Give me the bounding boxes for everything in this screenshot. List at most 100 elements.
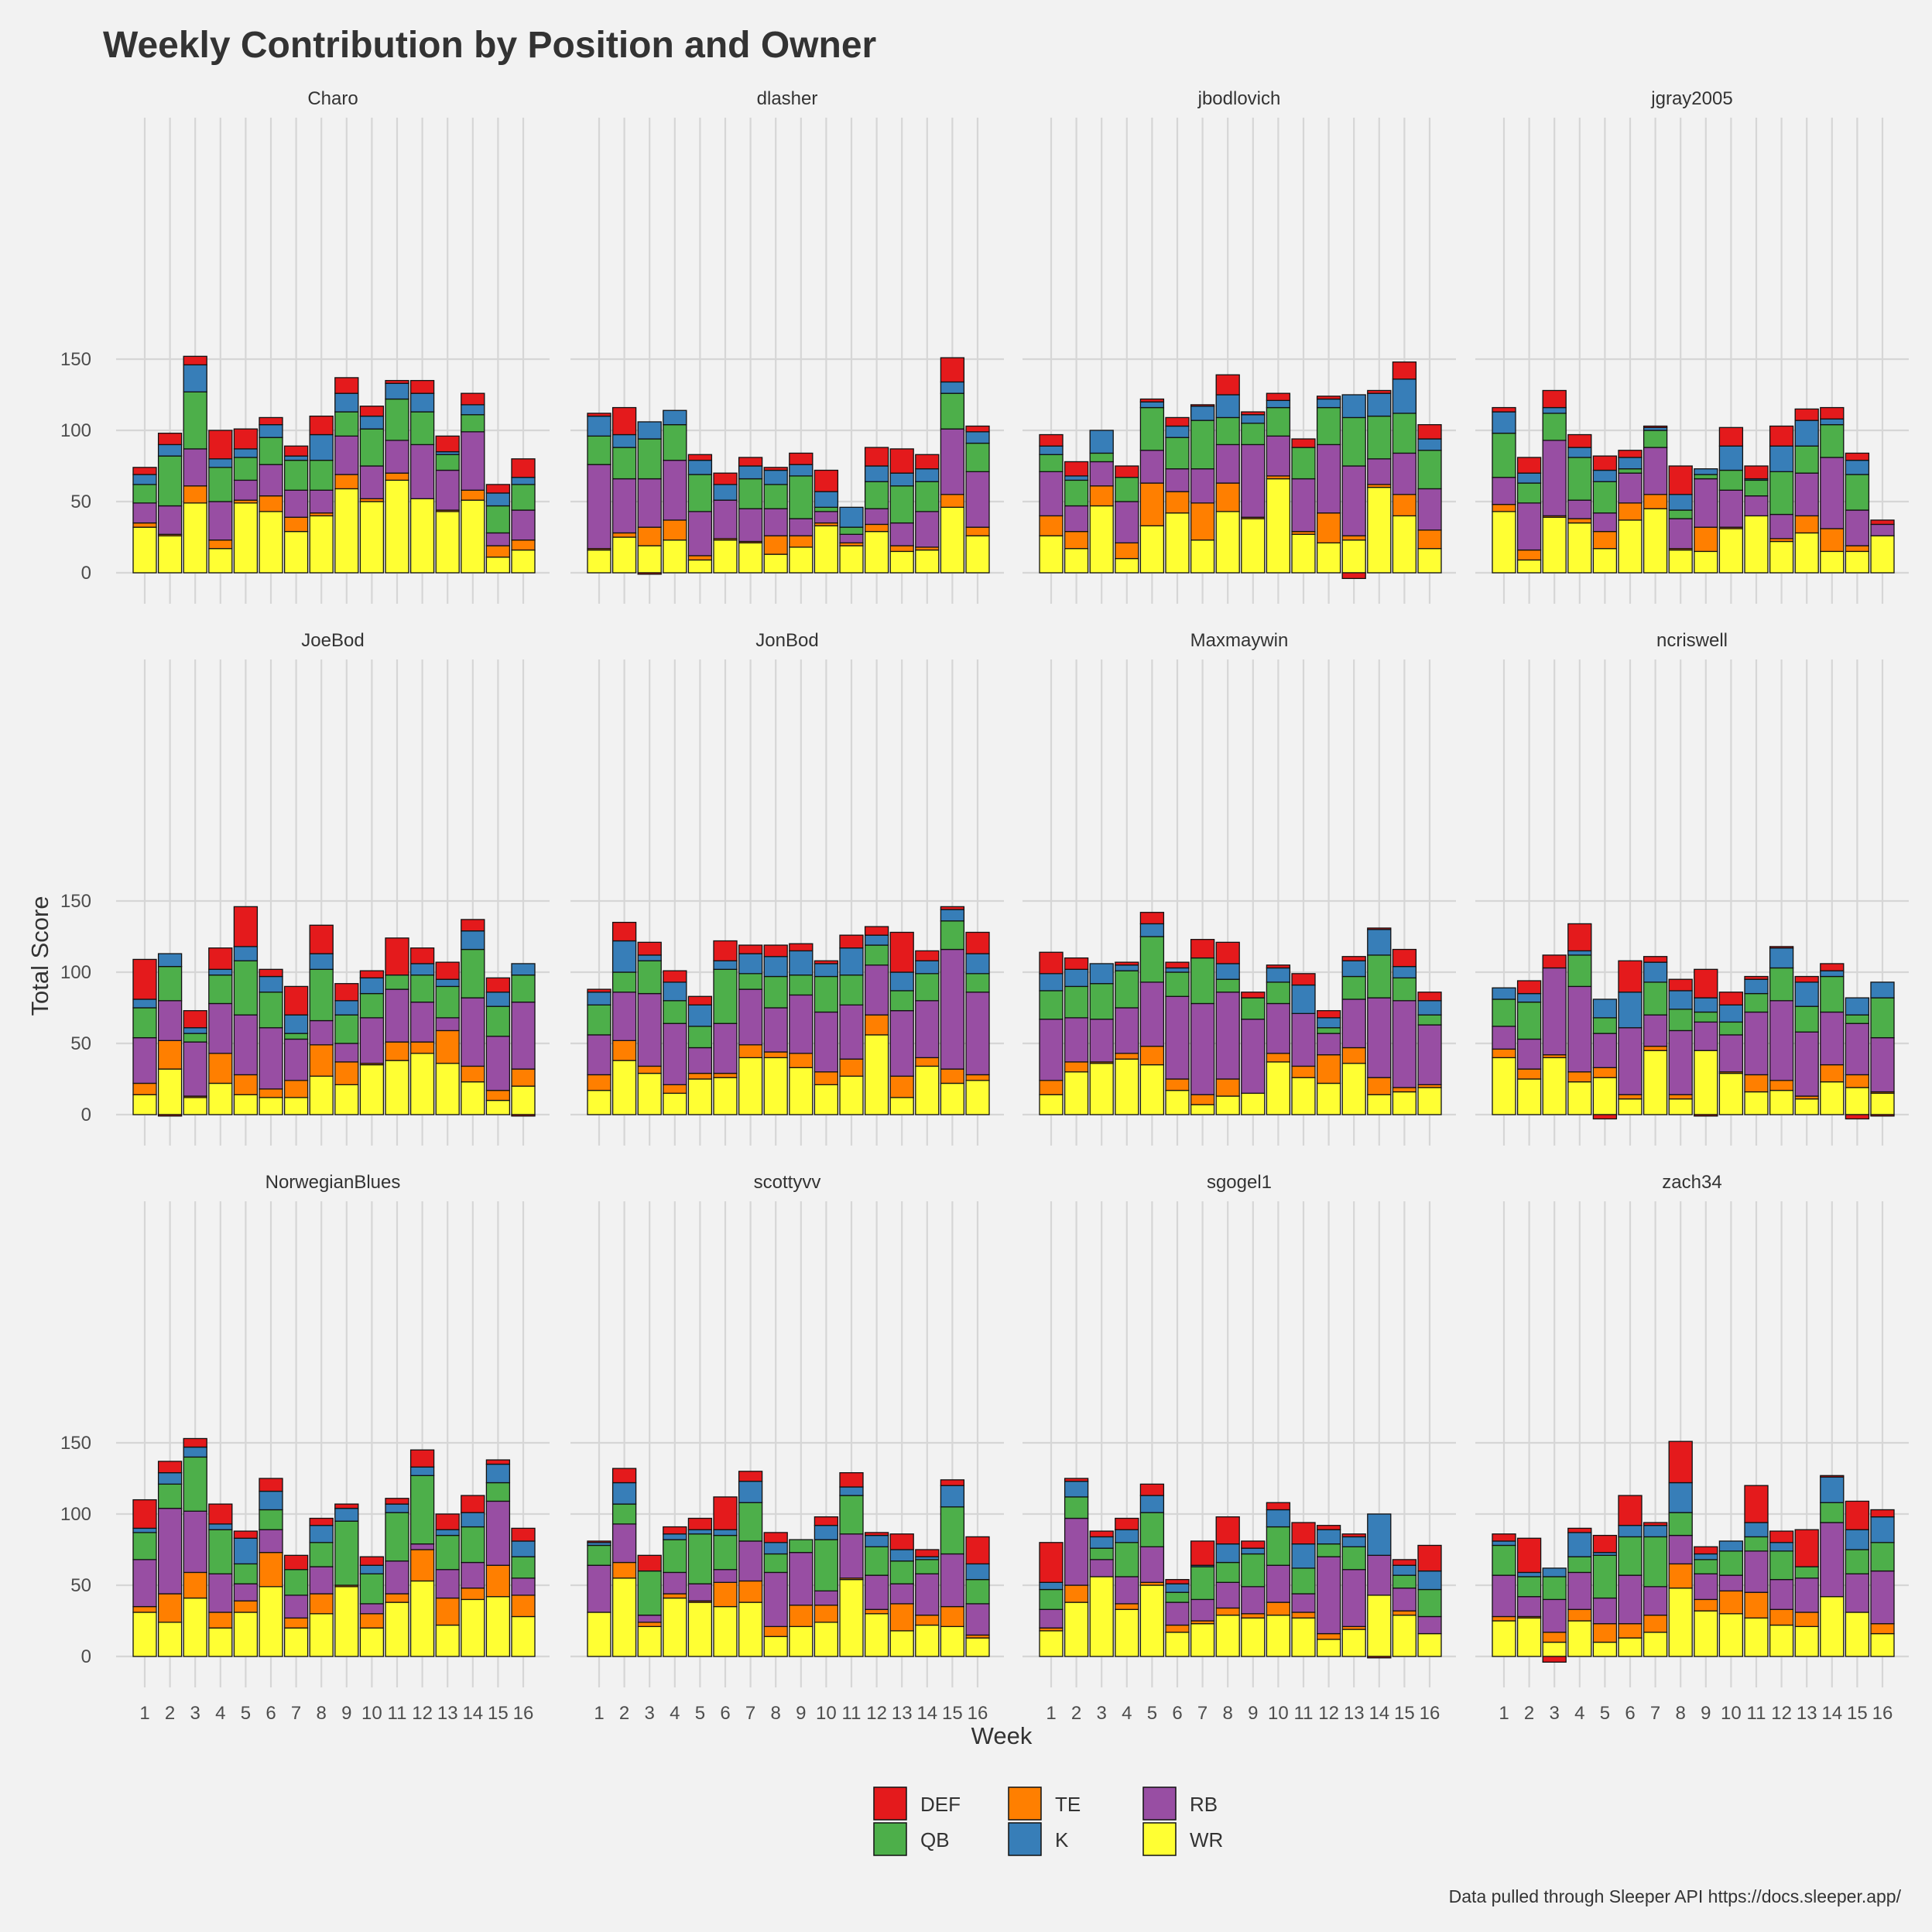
bar-segment-k	[637, 954, 662, 961]
bar-segment-qb	[157, 965, 183, 1002]
bar-segment-qb	[1845, 1014, 1870, 1024]
bar-segment-wr	[1341, 540, 1366, 574]
bar-segment-te	[385, 1041, 409, 1061]
facet-panel: JoeBod 0 50 100 150	[60, 630, 550, 1146]
bar-segment-rb	[1039, 471, 1064, 517]
bar-segment-qb	[1039, 1588, 1064, 1610]
bar-segment-k	[839, 1486, 864, 1496]
bar-segment-qb	[511, 1556, 536, 1579]
bar-segment-wr	[1241, 1092, 1266, 1115]
x-tick-label: 3	[1550, 1703, 1560, 1724]
bar-segment-k	[814, 963, 839, 978]
bar-segment-te	[1668, 1094, 1693, 1100]
bar-segment-qb	[1870, 1542, 1895, 1572]
bar-segment-wr	[1291, 533, 1316, 574]
bar-segment-te	[1316, 1632, 1341, 1640]
bar-segment-rb	[637, 1614, 662, 1623]
bar-segment-qb	[687, 474, 713, 512]
bar-segment-def	[1794, 1529, 1819, 1567]
x-tick-label: 1	[139, 1703, 149, 1724]
bar-segment-wr	[1567, 522, 1592, 574]
bar-segment-k	[511, 1540, 536, 1557]
bar-segment-k	[409, 1466, 435, 1476]
x-tick-label: 13	[437, 1703, 458, 1724]
bar-segment-qb	[1668, 1512, 1693, 1536]
bar-segment-wr	[359, 1627, 385, 1657]
x-tick-label: 2	[1071, 1703, 1081, 1724]
bar-segment-k	[663, 409, 687, 426]
bar-segment-wr	[763, 553, 788, 574]
x-tick-label: 9	[1248, 1703, 1258, 1724]
bar-segment-def	[1165, 1578, 1190, 1584]
x-tick-label: 6	[1625, 1703, 1635, 1724]
x-tick-label: 16	[1872, 1703, 1893, 1724]
bar-segment-wr	[1291, 1077, 1316, 1115]
bar-segment-def	[814, 960, 839, 964]
bar-segment-rb	[1592, 512, 1618, 533]
bar-segment-qb	[1089, 1547, 1114, 1560]
bar-segment-wr	[334, 1084, 359, 1115]
bar-segment-def-negative	[1341, 572, 1366, 580]
bar-segment-qb	[763, 484, 788, 509]
bar-segment-te	[611, 1561, 637, 1579]
bar-segment-rb	[1592, 1597, 1618, 1625]
bar-segment-rb	[385, 1560, 409, 1595]
bar-segment-te	[1744, 1591, 1769, 1619]
bar-segment-wr	[1542, 516, 1567, 574]
bar-segment-def	[233, 906, 259, 947]
bar-segment-qb	[435, 1534, 460, 1571]
bar-segment-def	[864, 447, 889, 467]
bar-segment-te	[1542, 1632, 1567, 1643]
bar-segment-qb	[611, 1503, 637, 1525]
bar-segment-qb	[1567, 1556, 1592, 1574]
x-tick-label: 10	[816, 1703, 837, 1724]
bar-segment-k	[1089, 430, 1114, 454]
bar-segment-te	[889, 1603, 914, 1632]
bar-segment-te	[1190, 1094, 1215, 1105]
bar-segment-def	[1592, 455, 1618, 471]
bar-segment-rb	[1316, 1556, 1341, 1635]
bar-segment-wr	[915, 1624, 940, 1657]
bar-segment-qb	[283, 1569, 309, 1596]
bar-segment-wr	[359, 501, 385, 574]
bar-segment-def	[1492, 1533, 1516, 1542]
bar-segment-qb	[157, 1483, 183, 1509]
bar-segment-k	[1769, 947, 1794, 969]
bar-segment-wr	[587, 1612, 611, 1657]
bar-segment-qb	[1769, 1550, 1794, 1581]
bar-segment-te	[1718, 1590, 1744, 1615]
bar-segment-k	[1064, 968, 1089, 988]
bar-segment-qb	[132, 1532, 157, 1560]
bar-segment-rb	[1215, 992, 1240, 1080]
bar-segment-def	[1115, 465, 1139, 478]
bar-segment-qb	[511, 975, 536, 1003]
bar-segment-k	[233, 1537, 259, 1565]
bar-segment-rb	[713, 1023, 738, 1074]
bar-segment-def	[1820, 1475, 1845, 1478]
bar-segment-qb	[1316, 406, 1341, 446]
bar-segment-def	[1291, 973, 1316, 986]
bar-segment-rb	[611, 992, 637, 1041]
bar-segment-qb	[1694, 1559, 1718, 1574]
bar-segment-k	[1516, 1571, 1542, 1577]
bar-segment-wr	[864, 1613, 889, 1657]
bar-segment-rb	[1694, 478, 1718, 528]
bar-segment-wr	[1316, 542, 1341, 574]
bar-segment-def	[611, 406, 637, 436]
bar-segment-k	[1115, 964, 1139, 971]
bar-segment-rb	[940, 948, 965, 1070]
bar-segment-wr	[1592, 548, 1618, 574]
bar-segment-def	[409, 379, 435, 394]
bar-segment-k	[864, 934, 889, 946]
bar-segment-wr	[889, 1097, 914, 1115]
bar-segment-wr	[1592, 1641, 1618, 1657]
bar-segment-rb	[1794, 1031, 1819, 1097]
bar-segment-rb	[157, 1507, 183, 1595]
bar-segment-wr	[435, 1063, 460, 1115]
bar-segment-def	[738, 1471, 763, 1482]
bar-segment-rb	[1165, 995, 1190, 1080]
bar-segment-k	[1039, 973, 1064, 992]
bar-segment-wr	[789, 546, 814, 574]
bar-segment-wr	[1115, 557, 1139, 574]
bar-segment-wr	[1417, 548, 1442, 574]
